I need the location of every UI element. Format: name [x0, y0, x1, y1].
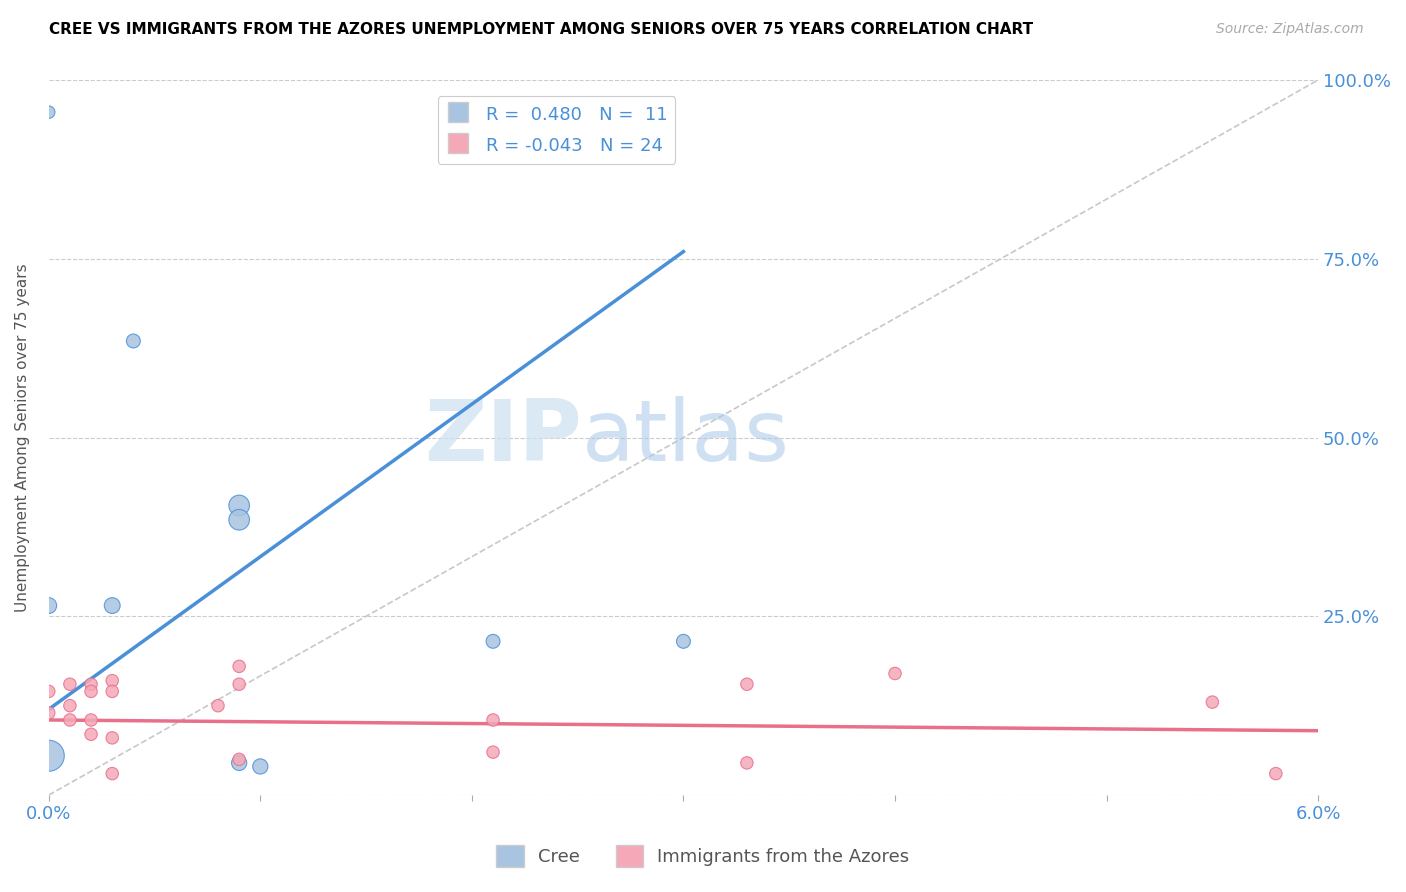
Point [101, 599, 124, 613]
Point [1264, 766, 1286, 780]
Point [735, 756, 758, 770]
Point [228, 677, 250, 691]
Point [101, 673, 124, 688]
Point [80, 713, 103, 727]
Point [482, 713, 505, 727]
Point [207, 698, 229, 713]
Text: atlas: atlas [582, 396, 790, 479]
Point [38, 599, 60, 613]
Point [228, 752, 250, 766]
Legend: R =  0.480   N =  11, R = -0.043   N = 24: R = 0.480 N = 11, R = -0.043 N = 24 [437, 96, 675, 164]
Point [735, 677, 758, 691]
Point [672, 634, 695, 648]
Point [1201, 695, 1223, 709]
Point [59, 677, 82, 691]
Text: ZIP: ZIP [425, 396, 582, 479]
Point [101, 731, 124, 745]
Point [249, 759, 271, 773]
Legend: Cree, Immigrants from the Azores: Cree, Immigrants from the Azores [489, 838, 917, 874]
Point [122, 334, 145, 348]
Y-axis label: Unemployment Among Seniors over 75 years: Unemployment Among Seniors over 75 years [15, 263, 30, 612]
Point [80, 727, 103, 741]
Point [228, 513, 250, 527]
Text: CREE VS IMMIGRANTS FROM THE AZORES UNEMPLOYMENT AMONG SENIORS OVER 75 YEARS CORR: CREE VS IMMIGRANTS FROM THE AZORES UNEMP… [49, 22, 1033, 37]
Point [228, 499, 250, 513]
Point [228, 756, 250, 770]
Point [59, 713, 82, 727]
Point [80, 684, 103, 698]
Text: Source: ZipAtlas.com: Source: ZipAtlas.com [1216, 22, 1364, 37]
Point [101, 766, 124, 780]
Point [228, 659, 250, 673]
Point [482, 634, 505, 648]
Point [38, 706, 60, 720]
Point [38, 684, 60, 698]
Point [59, 698, 82, 713]
Point [38, 748, 60, 763]
Point [101, 684, 124, 698]
Point [482, 745, 505, 759]
Point [38, 105, 60, 120]
Point [80, 677, 103, 691]
Point [884, 666, 907, 681]
